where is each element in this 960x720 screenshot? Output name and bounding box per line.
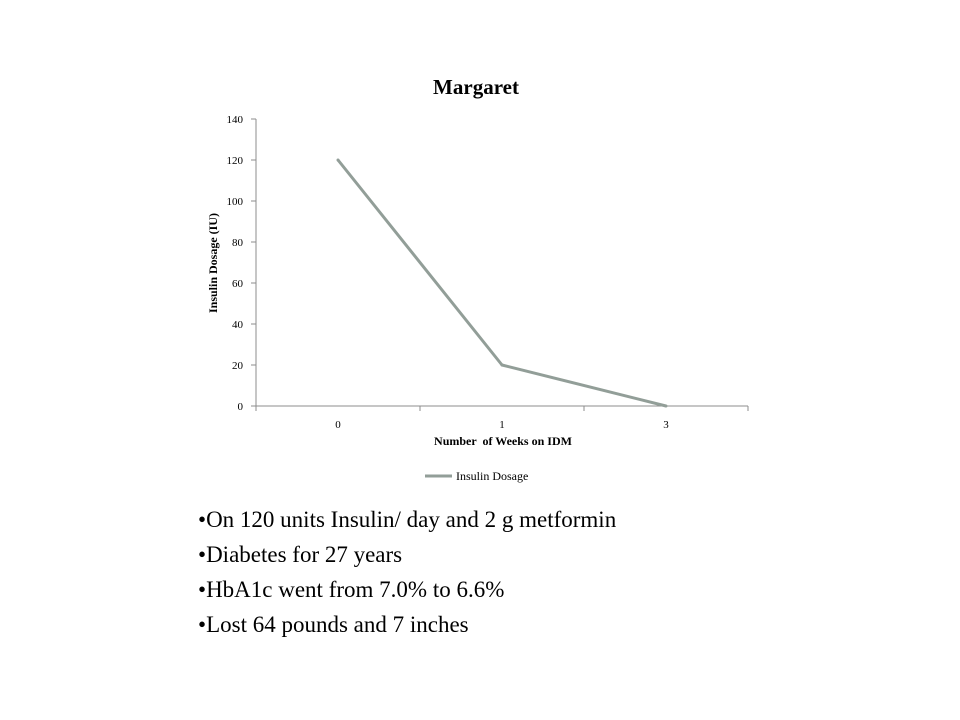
y-tick-label: 0	[238, 401, 244, 413]
y-tick-label: 20	[232, 360, 244, 372]
chart-title: Margaret	[433, 75, 519, 99]
y-tick-label: 80	[232, 237, 244, 249]
y-tick-label: 100	[227, 196, 244, 208]
bullet-item: HbA1c went from 7.0% to 6.6%	[198, 572, 616, 607]
x-tick-label: 3	[663, 419, 669, 431]
bullet-item: Lost 64 pounds and 7 inches	[198, 607, 616, 642]
series-layer	[336, 158, 668, 408]
y-axis-title: Insulin Dosage (IU)	[206, 213, 220, 313]
bullet-list: On 120 units Insulin/ day and 2 g metfor…	[198, 502, 616, 642]
data-point	[336, 158, 340, 162]
legend-label: Insulin Dosage	[456, 469, 528, 483]
data-point	[664, 404, 668, 408]
bullet-item: Diabetes for 27 years	[198, 537, 616, 572]
x-axis: 0 1 3	[255, 405, 749, 431]
bullet-item: On 120 units Insulin/ day and 2 g metfor…	[198, 502, 616, 537]
y-tick-label: 120	[227, 155, 244, 167]
line-chart: Margaret 0 20 40 60 80 100 120 140 0 1 3 Insulin …	[206, 75, 749, 483]
y-axis: 0 20 40 60 80 100 120 140	[227, 114, 257, 413]
x-axis-title: Number of Weeks on IDM	[434, 434, 572, 448]
series-line	[336, 159, 667, 408]
y-tick-label: 140	[227, 114, 244, 126]
x-tick-label: 1	[499, 419, 505, 431]
legend: Insulin Dosage	[425, 469, 528, 483]
y-tick-label: 40	[232, 319, 244, 331]
x-tick-label: 0	[335, 419, 341, 431]
data-point	[500, 363, 504, 367]
y-tick-label: 60	[232, 278, 244, 290]
